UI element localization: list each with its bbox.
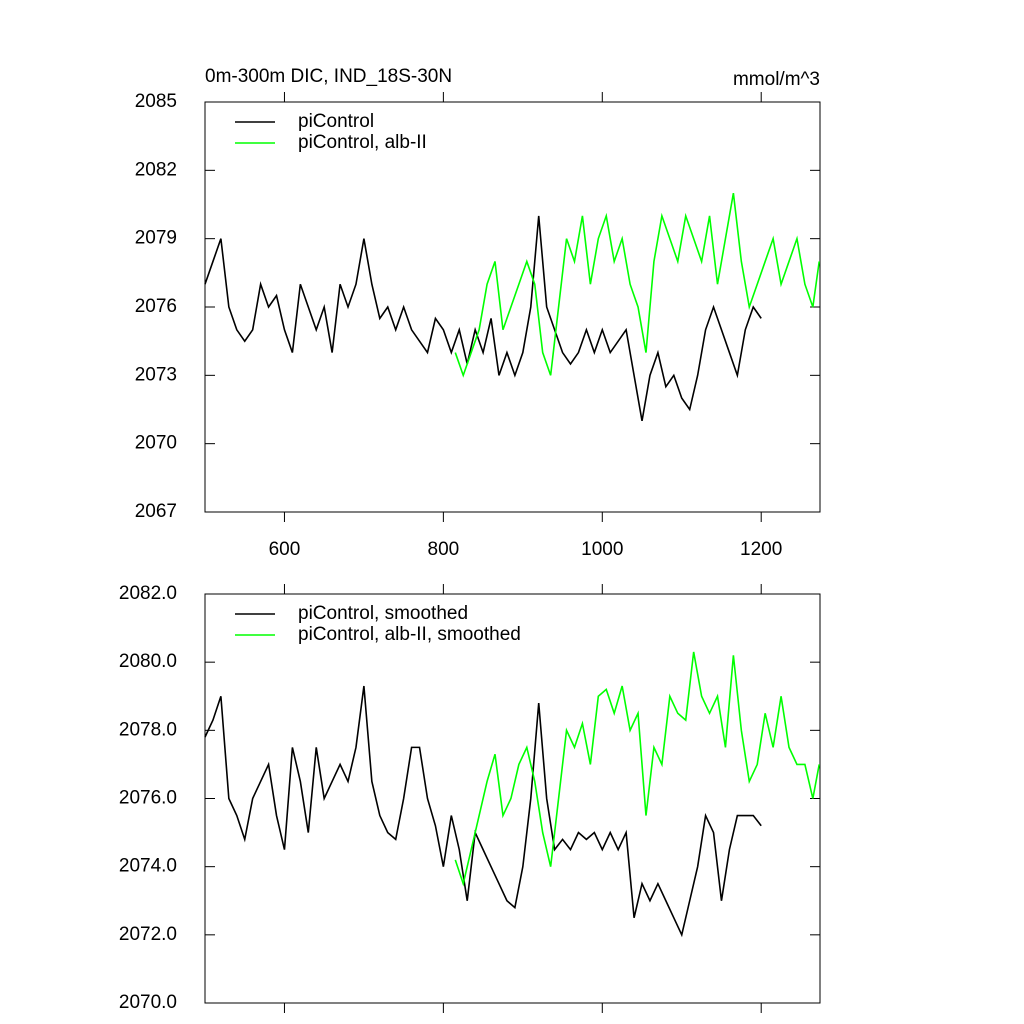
y-tick-label: 2067 bbox=[135, 501, 177, 522]
x-tick-label: 800 bbox=[428, 539, 460, 560]
legend-label: piControl, alb-II, smoothed bbox=[298, 624, 521, 645]
data-line bbox=[204, 685, 762, 938]
data-line bbox=[204, 215, 762, 422]
y-tick-label: 2070.0 bbox=[119, 992, 177, 1013]
x-tick-label: 1000 bbox=[581, 539, 623, 560]
y-tick-label: 2082.0 bbox=[119, 583, 177, 604]
legend-label: piControl, smoothed bbox=[298, 603, 468, 624]
y-tick-label: 2072.0 bbox=[119, 924, 177, 945]
y-tick-label: 2073 bbox=[135, 364, 177, 385]
y-tick-label: 2080.0 bbox=[119, 651, 177, 672]
plot-frame bbox=[204, 593, 821, 1004]
legend-label: piControl, alb-II bbox=[298, 132, 427, 153]
y-tick-label: 2079 bbox=[135, 228, 177, 249]
units-label: mmol/m^3 bbox=[733, 69, 820, 90]
x-tick-label: 1200 bbox=[740, 539, 782, 560]
data-line bbox=[454, 192, 821, 378]
y-tick-label: 2085 bbox=[135, 91, 177, 112]
y-tick-label: 2074.0 bbox=[119, 856, 177, 877]
y-tick-label: 2082 bbox=[135, 159, 177, 180]
data-line bbox=[454, 651, 820, 887]
y-tick-label: 2076.0 bbox=[119, 788, 177, 809]
x-tick-label: 600 bbox=[269, 539, 301, 560]
y-tick-label: 2076 bbox=[135, 296, 177, 317]
y-tick-label: 2070 bbox=[135, 433, 177, 454]
y-tick-label: 2078.0 bbox=[119, 719, 177, 740]
chart-title: 0m-300m DIC, IND_18S-30N bbox=[205, 66, 452, 87]
legend-label: piControl bbox=[298, 111, 374, 132]
